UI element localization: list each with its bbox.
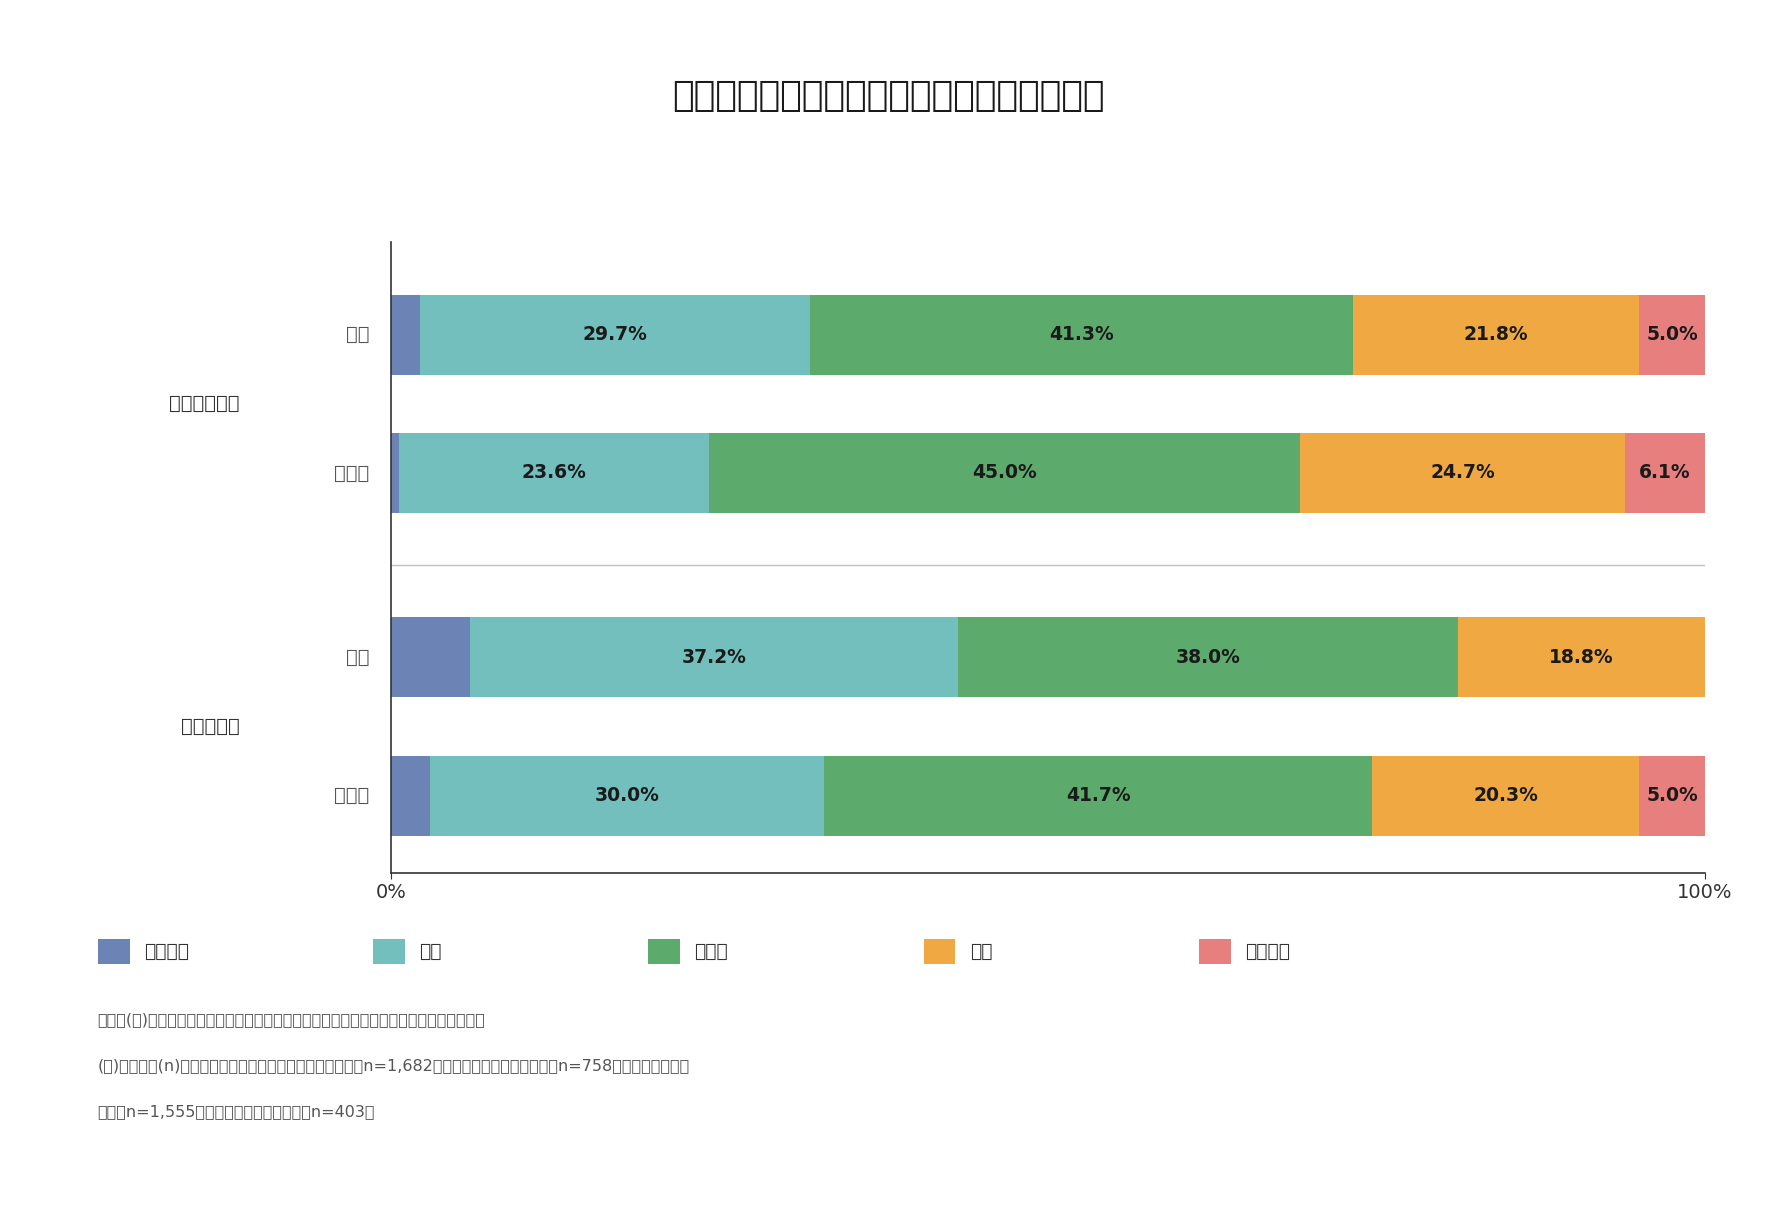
- Bar: [810, 295, 1353, 375]
- Text: 増加: 増加: [419, 942, 442, 961]
- Text: 大幅増加: 大幅増加: [144, 942, 188, 961]
- Text: 経営利益の傾向（日常の相談相手の有無別）: 経営利益の傾向（日常の相談相手の有無別）: [671, 79, 1105, 113]
- Text: る）：n=1,555、中規模企業（いない）：n=403。: る）：n=1,555、中規模企業（いない）：n=403。: [98, 1104, 375, 1119]
- Text: いない: いない: [334, 463, 369, 482]
- Bar: [824, 756, 1373, 836]
- Bar: [419, 295, 810, 375]
- Text: 大幅減少: 大幅減少: [1245, 942, 1289, 961]
- Text: 中規模企業: 中規模企業: [181, 718, 240, 736]
- Bar: [1625, 433, 1705, 513]
- Text: 23.6%: 23.6%: [520, 463, 586, 482]
- Text: 45.0%: 45.0%: [971, 463, 1037, 482]
- Bar: [469, 617, 959, 697]
- Text: 41.3%: 41.3%: [1050, 325, 1114, 344]
- Text: 減少: 減少: [970, 942, 993, 961]
- Text: いる: いる: [346, 325, 369, 344]
- Text: (注)各回答数(n)は以下のとおり。小規模事業者（いる）：n=1,682、小規模事業者（いない）：n=758、中規模企業（い: (注)各回答数(n)は以下のとおり。小規模事業者（いる）：n=1,682、小規模…: [98, 1058, 689, 1073]
- Text: 5.0%: 5.0%: [1646, 787, 1698, 805]
- Bar: [1639, 295, 1705, 375]
- Bar: [398, 433, 709, 513]
- Text: 資料：(株)野村総合研究所「中小企業の経営課題と公的支援ニーズに関するアンケート」: 資料：(株)野村総合研究所「中小企業の経営課題と公的支援ニーズに関するアンケート…: [98, 1012, 485, 1027]
- Bar: [1373, 756, 1639, 836]
- Text: 21.8%: 21.8%: [1463, 325, 1529, 344]
- Bar: [1300, 433, 1625, 513]
- Bar: [430, 756, 824, 836]
- Bar: [391, 295, 419, 375]
- Text: 37.2%: 37.2%: [682, 648, 746, 667]
- Text: 横ばい: 横ばい: [694, 942, 728, 961]
- Bar: [709, 433, 1300, 513]
- Text: 24.7%: 24.7%: [1430, 463, 1495, 482]
- Text: 5.0%: 5.0%: [1646, 325, 1698, 344]
- Bar: [391, 617, 469, 697]
- Text: 18.8%: 18.8%: [1549, 648, 1614, 667]
- Text: いる: いる: [346, 648, 369, 667]
- Text: 41.7%: 41.7%: [1066, 787, 1131, 805]
- Text: いない: いない: [334, 787, 369, 805]
- Text: 38.0%: 38.0%: [1176, 648, 1241, 667]
- Bar: [391, 756, 430, 836]
- Text: 20.3%: 20.3%: [1474, 787, 1538, 805]
- Bar: [391, 433, 398, 513]
- Bar: [1353, 295, 1639, 375]
- Text: 小規模事業者: 小規模事業者: [169, 394, 240, 413]
- Bar: [1458, 617, 1705, 697]
- Bar: [1639, 756, 1705, 836]
- Text: 30.0%: 30.0%: [595, 787, 659, 805]
- Text: 6.1%: 6.1%: [1639, 463, 1691, 482]
- Text: 29.7%: 29.7%: [583, 325, 646, 344]
- Bar: [959, 617, 1458, 697]
